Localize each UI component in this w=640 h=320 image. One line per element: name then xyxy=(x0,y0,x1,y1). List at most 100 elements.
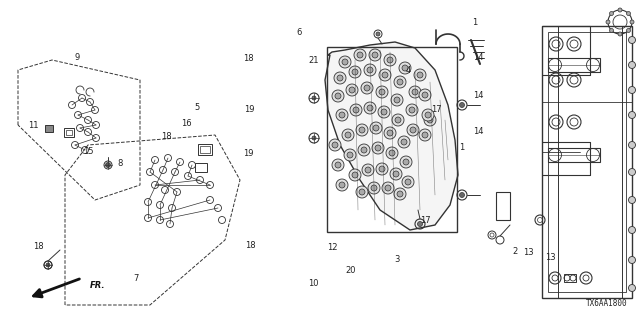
Text: 21: 21 xyxy=(308,56,319,65)
Circle shape xyxy=(349,66,361,78)
Circle shape xyxy=(329,139,341,151)
Circle shape xyxy=(382,182,394,194)
Circle shape xyxy=(357,52,363,58)
Circle shape xyxy=(422,92,428,98)
Circle shape xyxy=(347,152,353,158)
Bar xyxy=(548,32,626,292)
Circle shape xyxy=(628,36,636,44)
Circle shape xyxy=(336,179,348,191)
Bar xyxy=(548,58,600,72)
Circle shape xyxy=(628,284,636,292)
Bar xyxy=(66,130,72,135)
Circle shape xyxy=(362,164,374,176)
Circle shape xyxy=(460,193,465,197)
Circle shape xyxy=(334,72,346,84)
Text: 14: 14 xyxy=(474,127,484,136)
Circle shape xyxy=(394,97,400,103)
Circle shape xyxy=(359,189,365,195)
Circle shape xyxy=(427,117,433,123)
Text: FR.: FR. xyxy=(90,281,106,290)
Bar xyxy=(327,47,457,232)
Circle shape xyxy=(356,186,368,198)
Circle shape xyxy=(332,142,338,148)
Circle shape xyxy=(350,104,362,116)
Circle shape xyxy=(312,96,316,100)
Bar xyxy=(548,148,600,162)
Circle shape xyxy=(384,54,396,66)
Circle shape xyxy=(628,111,636,118)
Text: 10: 10 xyxy=(308,279,319,288)
Circle shape xyxy=(372,52,378,58)
Circle shape xyxy=(400,156,412,168)
Circle shape xyxy=(352,172,358,178)
Text: 17: 17 xyxy=(420,216,431,225)
Bar xyxy=(45,125,53,132)
Circle shape xyxy=(392,114,404,126)
Circle shape xyxy=(399,62,411,74)
Text: 3: 3 xyxy=(394,255,399,264)
Circle shape xyxy=(628,61,636,68)
Circle shape xyxy=(367,105,373,111)
Text: 18: 18 xyxy=(161,132,172,141)
Circle shape xyxy=(401,139,407,145)
Bar xyxy=(64,128,74,137)
Text: 18: 18 xyxy=(33,242,44,251)
Circle shape xyxy=(397,191,403,197)
Text: 9: 9 xyxy=(74,53,79,62)
Circle shape xyxy=(339,56,351,68)
Circle shape xyxy=(376,32,380,36)
Circle shape xyxy=(359,127,365,133)
Text: TX6AA1800: TX6AA1800 xyxy=(586,299,628,308)
Circle shape xyxy=(335,162,341,168)
Circle shape xyxy=(627,12,630,15)
Circle shape xyxy=(371,185,377,191)
Circle shape xyxy=(409,107,415,113)
Text: 7: 7 xyxy=(133,274,138,283)
Circle shape xyxy=(312,136,316,140)
Circle shape xyxy=(628,227,636,234)
Circle shape xyxy=(414,69,426,81)
Circle shape xyxy=(628,257,636,263)
Bar xyxy=(496,192,510,220)
Circle shape xyxy=(345,132,351,138)
Circle shape xyxy=(397,79,403,85)
Circle shape xyxy=(364,64,376,76)
Circle shape xyxy=(370,122,382,134)
Text: 4: 4 xyxy=(406,66,411,75)
Circle shape xyxy=(387,57,393,63)
Circle shape xyxy=(609,12,614,15)
Circle shape xyxy=(367,67,373,73)
Text: 13: 13 xyxy=(523,248,533,257)
Circle shape xyxy=(389,150,395,156)
Text: 14: 14 xyxy=(474,53,484,62)
Circle shape xyxy=(628,86,636,93)
Circle shape xyxy=(627,28,630,33)
Circle shape xyxy=(378,106,390,118)
Circle shape xyxy=(460,102,465,108)
Text: 5: 5 xyxy=(195,103,200,112)
Circle shape xyxy=(342,129,354,141)
Circle shape xyxy=(384,127,396,139)
Text: 1: 1 xyxy=(472,18,477,27)
Bar xyxy=(198,144,212,155)
Circle shape xyxy=(46,263,50,267)
Text: 13: 13 xyxy=(545,253,556,262)
Circle shape xyxy=(364,85,370,91)
Circle shape xyxy=(339,112,345,118)
Circle shape xyxy=(353,107,359,113)
Circle shape xyxy=(372,142,384,154)
Circle shape xyxy=(349,169,361,181)
Circle shape xyxy=(385,185,391,191)
Text: 11: 11 xyxy=(28,121,38,130)
Circle shape xyxy=(628,141,636,148)
Circle shape xyxy=(417,221,422,227)
Circle shape xyxy=(344,149,356,161)
Circle shape xyxy=(402,176,414,188)
Circle shape xyxy=(356,124,368,136)
Text: 19: 19 xyxy=(243,149,253,158)
Text: 19: 19 xyxy=(244,105,255,114)
Circle shape xyxy=(417,72,423,78)
Text: 12: 12 xyxy=(328,243,338,252)
Circle shape xyxy=(609,28,614,33)
Circle shape xyxy=(332,90,344,102)
